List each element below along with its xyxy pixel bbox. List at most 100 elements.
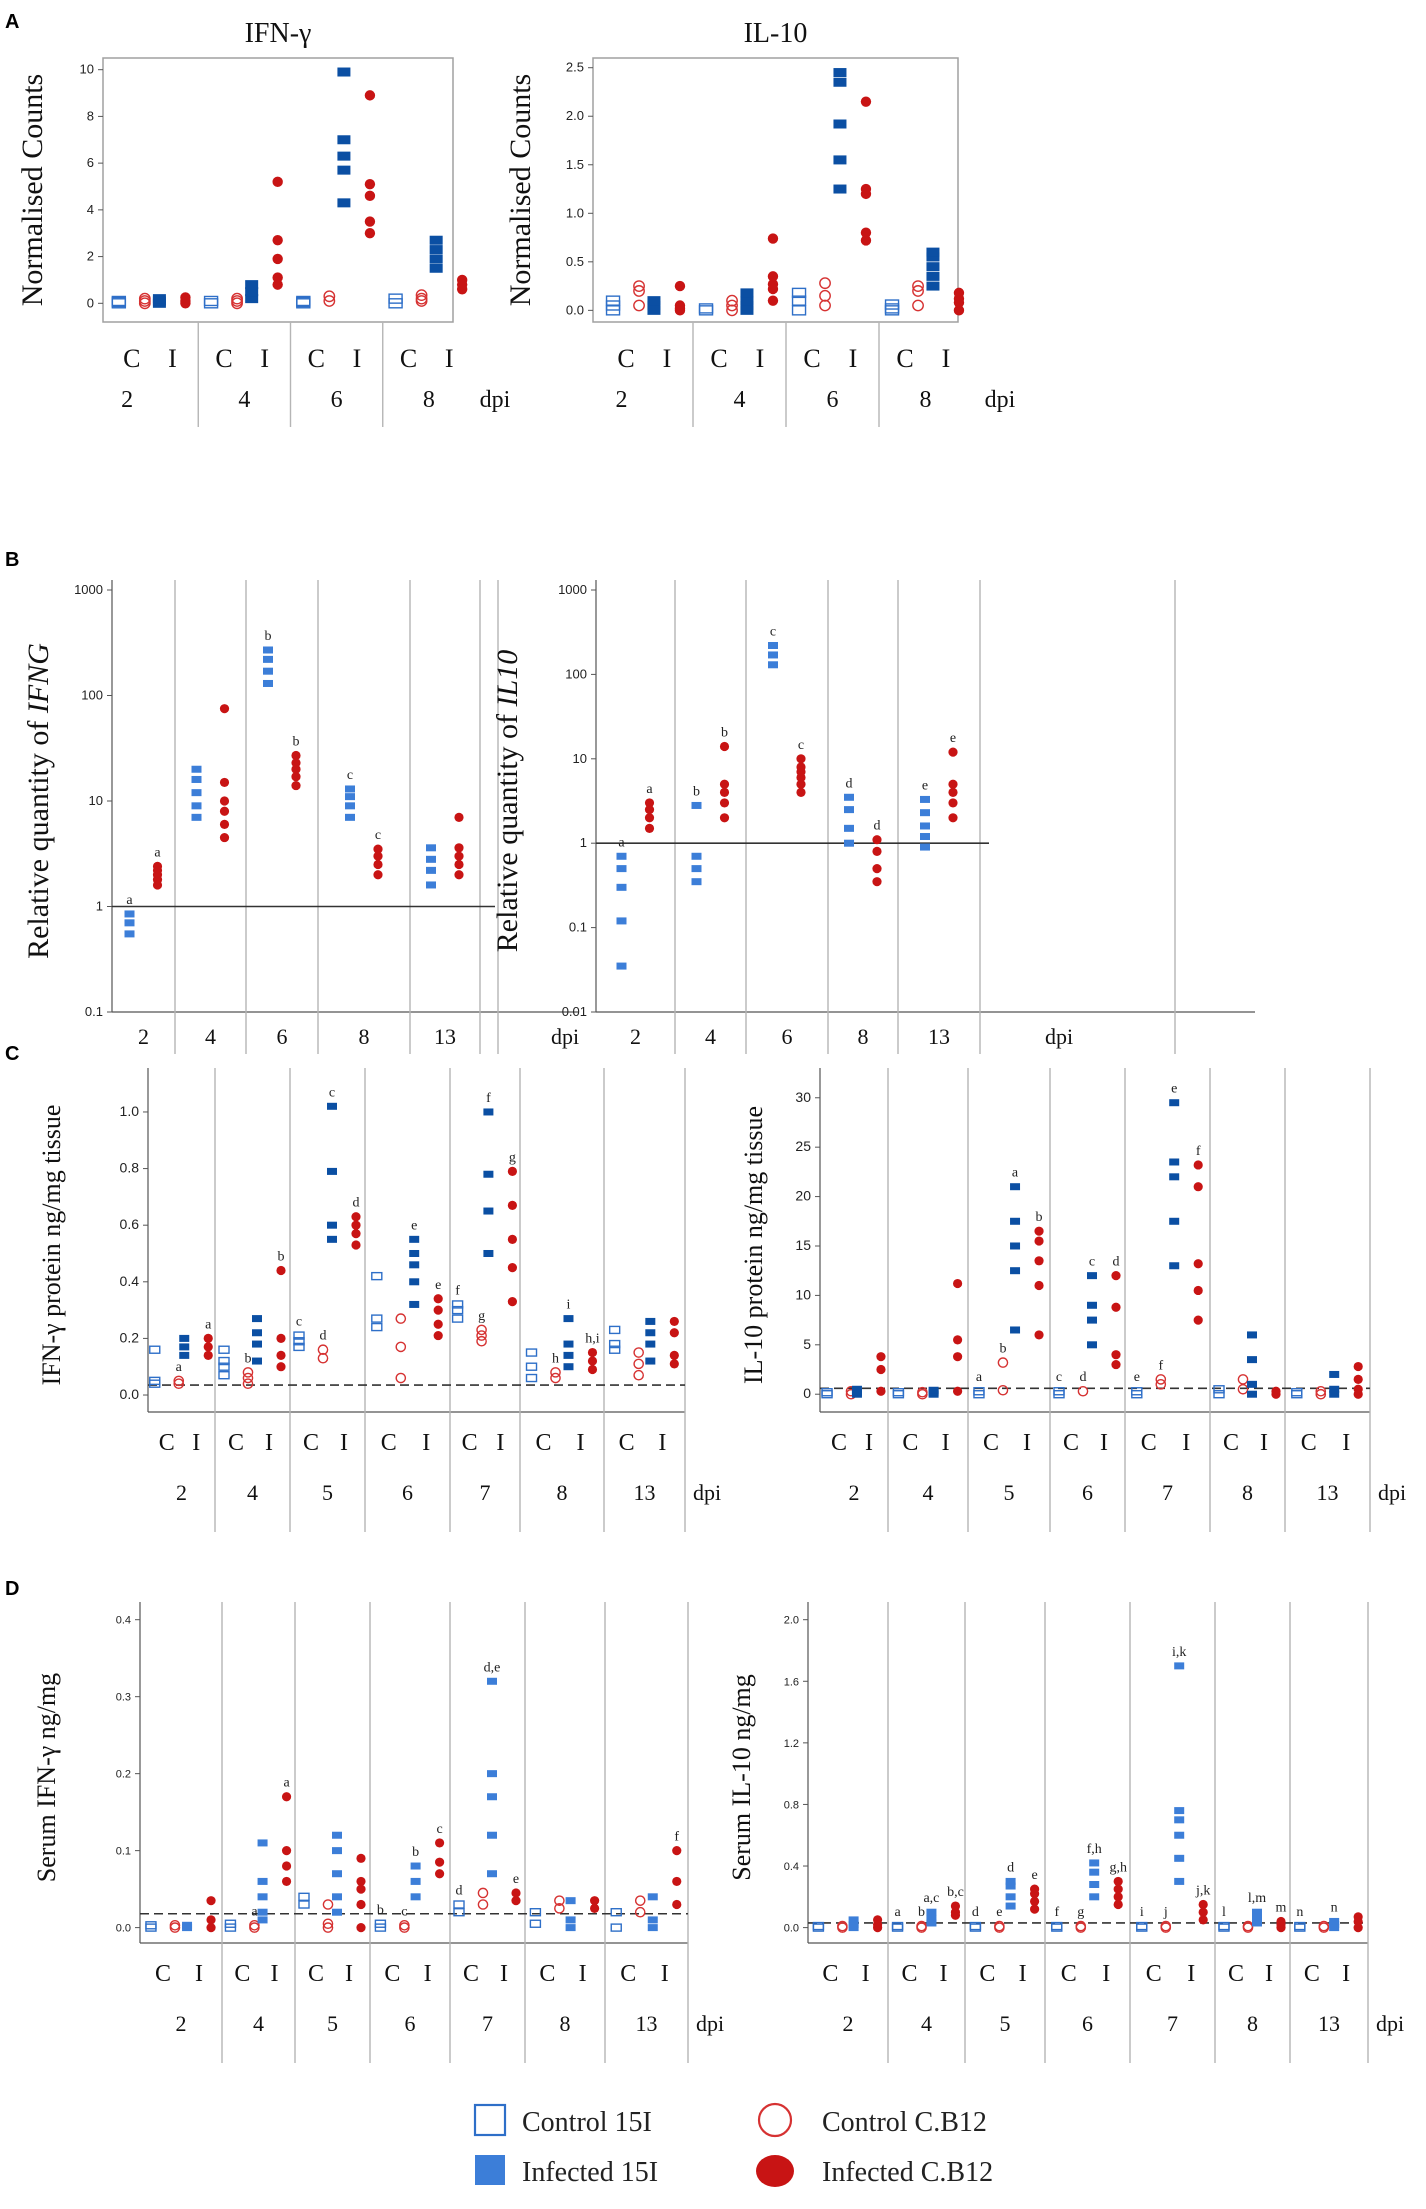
x-group-label: 13 [434,1024,456,1049]
series-7-I-cb12: j,k [1195,1884,1210,1925]
point-infected-cb12 [644,813,655,823]
point-infected-15i [844,839,854,847]
dpi-label: dpi [1376,2011,1404,2036]
point-infected-15i [616,883,627,891]
point-control-cb12 [1075,1920,1087,1932]
point-infected-15i [740,296,754,306]
point-infected-15i [179,1343,190,1351]
x-sub-label-i: I [1102,1961,1110,1987]
series-8-C-cb12: h [550,1351,561,1384]
y-tick-label: 0.2 [116,1769,131,1781]
point-infected-cb12 [948,813,958,823]
point-infected-15i [263,679,273,687]
series-8-C-15i [529,1908,542,1928]
series-6-C-cb12: g [1075,1905,1087,1933]
point-infected-15i [345,793,355,801]
point-infected-15i [1089,1868,1100,1876]
point-infected-cb12 [953,1386,963,1396]
chart-title: IFN-γ [245,18,312,49]
chart-b2: 0.01 0.1 1 10 100 1000 Relative quantity of IL… [491,580,1255,1054]
significance-label: a [154,845,161,860]
series-6-C-15i: f [1051,1905,1063,1932]
x-sub-label-i: I [942,344,951,373]
significance-label: a [976,1370,983,1385]
x-group-label: 7 [1162,1480,1173,1505]
point-infected-15i [1010,1183,1021,1191]
x-group-label: 6 [402,1480,413,1505]
series-2-C-cb12 [633,280,645,312]
legend-infected-cb12-label: Infected C.B12 [822,2157,993,2188]
point-control-cb12 [634,1906,646,1918]
significance-label: h,i [585,1332,600,1347]
series-5-I-cb12 [356,1853,366,1933]
point-infected-cb12 [669,1328,679,1338]
series-5-I-cb12: d [351,1196,361,1250]
point-infected-cb12 [507,1297,517,1307]
point-infected-15i [647,1924,658,1932]
point-infected-15i [257,1916,268,1924]
significance-label: a [646,782,653,797]
series-6-C-15i [296,295,311,309]
point-infected-15i [245,287,259,297]
point-control-15i [145,1923,157,1932]
point-infected-15i [1252,1919,1262,1927]
x-group-label: 6 [331,387,343,413]
point-infected-cb12 [950,1901,961,1911]
series-4-I-cb12: b,c [947,1885,964,1920]
point-infected-15i [926,247,940,257]
y-tick-label: 0.0 [784,1923,799,1935]
x-group-label: 5 [1004,1480,1015,1505]
point-infected-15i [1174,1877,1185,1885]
y-tick-label: 100 [81,688,103,703]
point-infected-cb12 [1353,1374,1363,1384]
point-infected-15i [1005,1882,1016,1890]
point-infected-15i [1329,1385,1340,1393]
series-4-C-cb12 [726,294,738,317]
point-control-cb12 [317,1344,329,1356]
point-infected-15i [833,184,847,194]
point-infected-cb12 [1271,1386,1281,1396]
y-tick-label: 1.6 [784,1676,799,1688]
point-control-cb12 [633,280,645,292]
series-6-I-cb12: e [433,1278,443,1341]
series-8-I-15i [565,1897,576,1932]
point-infected-cb12 [672,1899,682,1910]
point-infected-15i [1169,1217,1180,1225]
point-control-cb12 [633,299,645,312]
significance-label: e [1134,1370,1140,1385]
point-infected-15i [920,843,930,851]
x-group-label: 13 [928,1024,950,1049]
x-sub-label-c: C [463,1961,479,1987]
point-infected-15i [263,655,273,663]
point-control-15i [1131,1387,1143,1396]
series-13-I-cb12 [1353,1912,1363,1933]
significance-label: d [456,1884,463,1899]
point-infected-15i [1169,1099,1180,1107]
point-infected-15i [1174,1662,1185,1670]
point-infected-cb12 [719,798,730,808]
point-infected-cb12 [364,190,376,202]
point-infected-15i [124,910,135,918]
significance-label: c [798,738,804,753]
point-infected-cb12 [454,859,464,870]
point-infected-cb12 [590,1896,600,1906]
series-8-I-cb12: m [1276,1900,1287,1933]
series-4-C-cb12: b [916,1905,927,1933]
series-13-I-cb12 [669,1316,679,1369]
point-infected-15i [1174,1816,1185,1824]
point-control-15i [298,1892,310,1902]
x-sub-label-i: I [192,1430,200,1456]
point-infected-15i [410,1893,421,1901]
x-sub-label-c: C [1146,1961,1162,1987]
series-2-C-15i [145,1921,157,1932]
point-infected-cb12 [291,772,301,782]
y-tick-label: 0.8 [784,1799,799,1811]
point-control-15i [224,1919,237,1928]
point-infected-cb12 [860,183,872,195]
y-axis-label: Normalised Counts [504,74,537,307]
point-infected-15i [483,1207,494,1215]
point-infected-15i [332,1893,342,1901]
series-5-I-cb12: e [1030,1868,1040,1914]
point-control-cb12 [322,1918,334,1930]
series-8-I-cb12 [456,274,468,295]
